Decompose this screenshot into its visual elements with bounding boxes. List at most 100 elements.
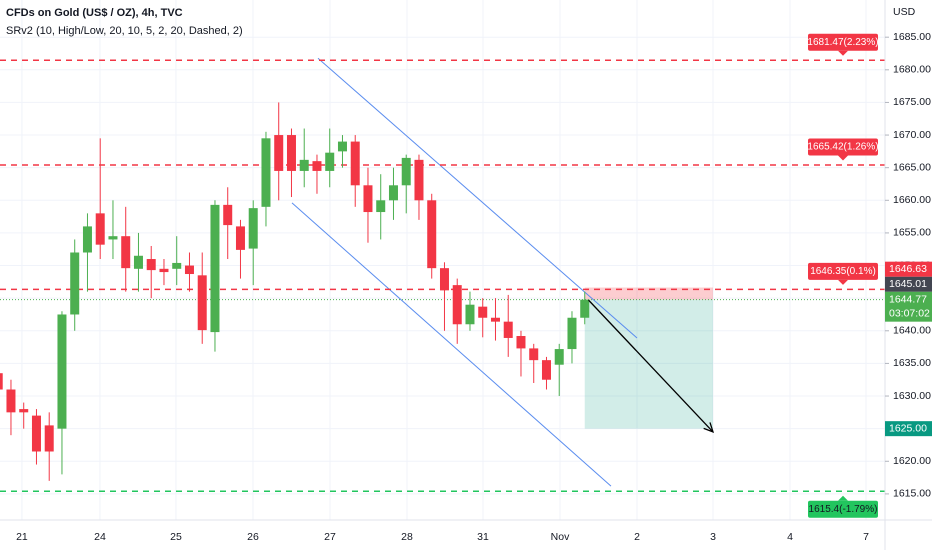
candle-body [184,265,194,275]
level-label-pointer [838,279,848,285]
x-tick-label: 24 [94,531,106,543]
x-tick-label: 3 [710,531,716,543]
countdown-label: 03:07:02 [889,307,930,319]
candle-body [95,213,105,245]
candle-body [388,185,398,201]
chart-title: CFDs on Gold (US$ / OZ), 4h, TVC [6,7,183,19]
candle-body [439,268,449,291]
candle-body [427,200,437,269]
candle-body [172,262,182,269]
candle-body [350,141,360,186]
x-tick-label: 7 [863,531,869,543]
candle-body [70,252,80,315]
level-label: 1665.42(1.26%) [807,142,878,153]
candle-body [133,255,143,269]
candle-body [414,159,424,201]
candle-body [159,268,169,273]
y-tick-label: 1660.00 [893,194,931,206]
plot-area [0,0,885,520]
y-tick-label: 1635.00 [893,357,931,369]
price-badge-label: 1645.01 [889,278,927,290]
candle-body [580,299,590,318]
candle-body [503,321,513,338]
y-tick-label: 1685.00 [893,31,931,43]
candle-body [0,373,3,390]
price-badge-label: 1625.00 [889,422,927,434]
candle-body [567,317,577,350]
level-label-box [808,262,878,280]
candle-body [286,135,296,171]
candle-body [478,306,488,318]
candle-body [490,317,500,322]
candle-body [465,304,475,325]
current-price-label: 1644.77 [889,293,927,305]
level-label-pointer [838,495,848,501]
candle-body [223,204,233,226]
candle-body [554,349,564,365]
candle-body [82,226,92,253]
candle-body [248,208,258,249]
candle-body [376,200,386,213]
candle-body [235,226,245,250]
stop-zone [584,287,713,300]
level-label-box [808,138,878,156]
level-label: 1615.4(-1.79%) [809,504,878,515]
candle-body [299,159,309,171]
candle-body [108,236,118,240]
arrow-line [588,299,714,433]
x-tick-label: 21 [16,531,28,543]
candle-body [44,425,54,452]
arrow-head [703,422,715,434]
candle-body [337,141,347,152]
channel-line [317,57,638,339]
channel-line [291,202,612,487]
candle-body [516,336,526,349]
candle-body [57,314,67,429]
x-tick-label: 25 [170,531,182,543]
candle-body [452,285,462,325]
y-tick-label: 1680.00 [893,64,931,76]
candle-body [6,389,16,413]
candle-body [210,204,220,333]
candle-body [401,157,411,186]
x-tick-label: 27 [324,531,336,543]
level-label-pointer [838,50,848,56]
y-tick-label: 1640.00 [893,325,931,337]
y-tick-label: 1670.00 [893,129,931,141]
current-price-badge [885,291,932,322]
y-tick-label: 1675.00 [893,96,931,108]
candle-body [363,185,373,213]
level-label-box [808,33,878,51]
x-tick-label: 4 [787,531,793,543]
candle-body [197,275,207,331]
y-tick-label: 1665.00 [893,161,931,173]
candle-body [31,415,41,452]
x-tick-label: 2 [634,531,640,543]
level-label: 1646.35(0.1%) [810,266,876,277]
x-tick-label: 26 [247,531,259,543]
candle-body [325,152,335,171]
x-tick-label: Nov [551,531,570,543]
y-tick-label: 1615.00 [893,488,931,500]
candle-body [19,409,29,413]
candle-body [146,259,156,271]
level-label: 1681.47(2.23%) [807,37,878,48]
x-tick-label: 28 [401,531,413,543]
y-tick-label: 1630.00 [893,390,931,402]
x-tick-label: 31 [477,531,489,543]
candle-body [261,138,271,207]
level-label-pointer [838,155,848,161]
price-badge-label: 1646.63 [889,263,927,275]
candle-body [274,135,284,171]
price-badge [885,276,932,292]
y-tick-label: 1655.00 [893,227,931,239]
price-badge [885,421,932,437]
axis-unit: USD [893,6,916,18]
indicator-label: SRv2 (10, High/Low, 20, 10, 5, 2, 20, Da… [6,25,243,37]
candle-body [529,348,539,361]
y-tick-label: 1620.00 [893,455,931,467]
candle-body [121,236,131,269]
candle-body [541,360,551,380]
